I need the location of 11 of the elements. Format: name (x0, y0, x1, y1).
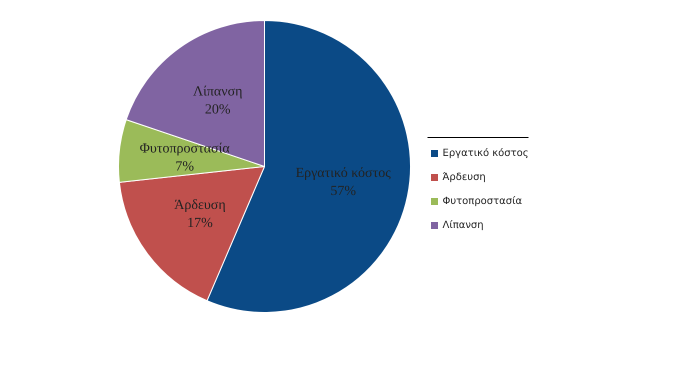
data-label: 20% (204, 102, 231, 118)
legend-label: Εργατικό κόστος (442, 148, 529, 159)
slice-label: Λίπανση (192, 84, 242, 100)
data-label: 17% (187, 216, 214, 231)
data-label: 57% (330, 184, 356, 200)
data-label: 7% (175, 159, 194, 174)
slice-label: Άρδευση (174, 198, 226, 213)
legend-label: Λίπανση (442, 220, 484, 231)
legend-label: Φυτοπροστασία (442, 196, 522, 207)
legend-label: Άρδευση (442, 172, 486, 183)
slice-label: Εργατικό κόστος (296, 166, 392, 182)
